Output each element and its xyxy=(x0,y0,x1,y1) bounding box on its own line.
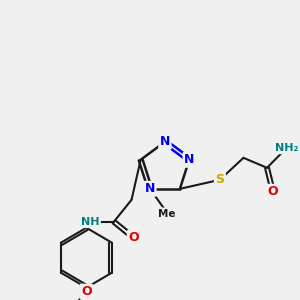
Text: O: O xyxy=(81,285,92,298)
Text: O: O xyxy=(128,231,139,244)
Text: N: N xyxy=(145,182,155,195)
Text: NH₂: NH₂ xyxy=(275,143,298,153)
Text: Me: Me xyxy=(158,209,175,219)
Text: N: N xyxy=(160,135,170,148)
Text: O: O xyxy=(268,185,278,198)
Text: N: N xyxy=(184,153,194,166)
Text: S: S xyxy=(215,173,224,186)
Text: NH: NH xyxy=(81,217,100,227)
